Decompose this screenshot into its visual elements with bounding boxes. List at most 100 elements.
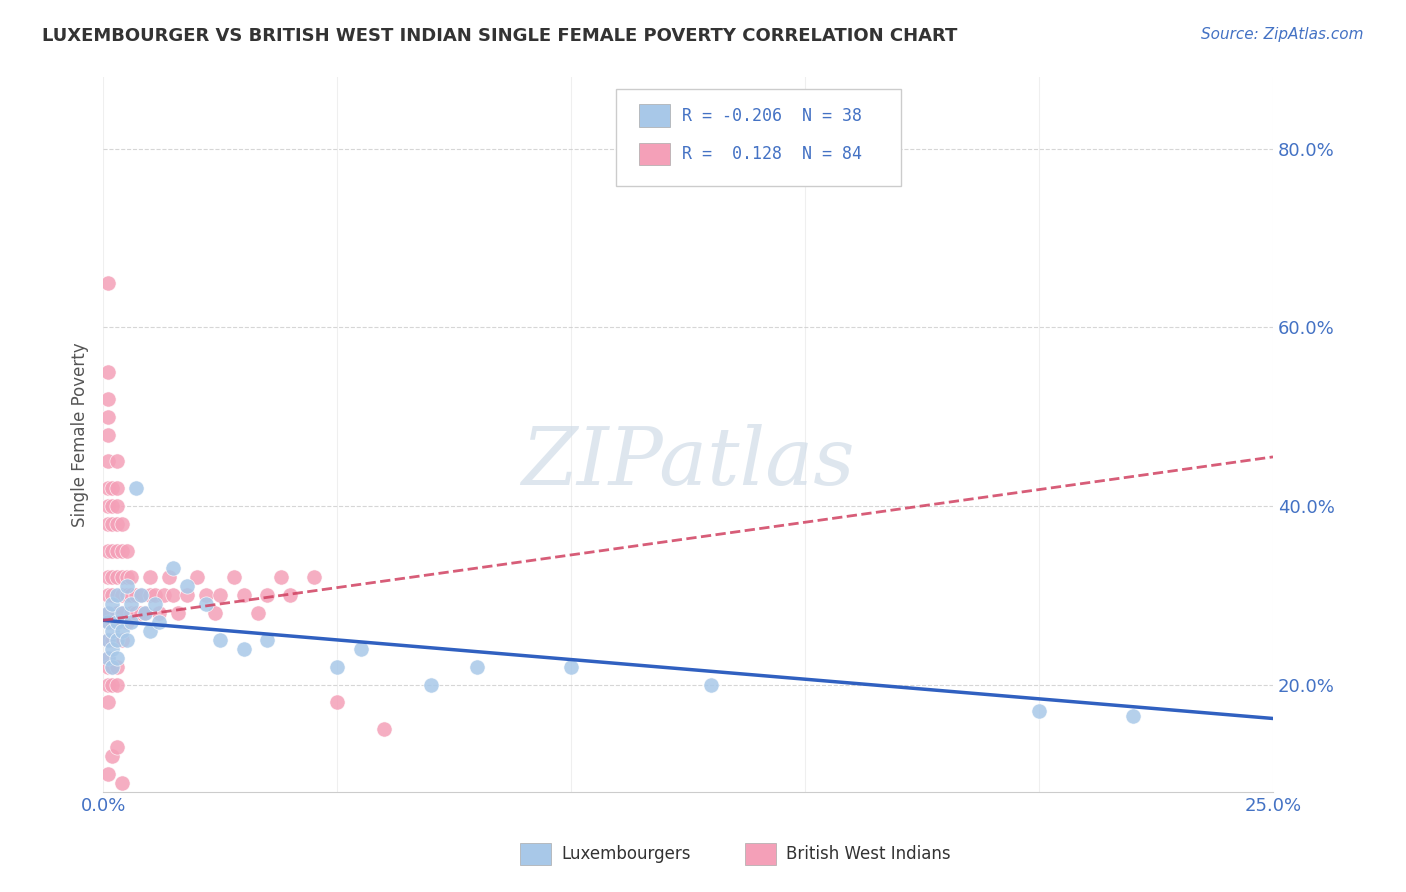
Point <box>97 695 120 709</box>
Text: R = -0.206  N = 38: R = -0.206 N = 38 <box>682 106 862 125</box>
Point <box>176 588 198 602</box>
Text: Source: ZipAtlas.com: Source: ZipAtlas.com <box>1201 27 1364 42</box>
Point <box>256 632 278 647</box>
Point <box>419 677 441 691</box>
Point <box>111 606 134 620</box>
Point <box>97 650 120 665</box>
Point <box>97 543 120 558</box>
Point <box>101 659 124 673</box>
Point <box>224 570 246 584</box>
Point <box>162 561 184 575</box>
Point <box>105 677 128 691</box>
Point <box>105 740 128 755</box>
Point <box>97 427 120 442</box>
Point <box>105 570 128 584</box>
Point <box>115 543 138 558</box>
Point <box>97 606 120 620</box>
Point <box>105 588 128 602</box>
Point <box>195 588 218 602</box>
Point <box>143 588 166 602</box>
Point <box>186 570 208 584</box>
Point <box>232 588 254 602</box>
Point <box>105 606 128 620</box>
Text: R =  0.128  N = 84: R = 0.128 N = 84 <box>682 145 862 163</box>
Point <box>101 543 124 558</box>
Point <box>157 570 180 584</box>
Point <box>195 597 218 611</box>
Point <box>97 570 120 584</box>
Point <box>115 632 138 647</box>
Point <box>373 722 395 736</box>
Point <box>246 606 269 620</box>
Point <box>326 695 349 709</box>
Point <box>97 588 120 602</box>
Point <box>1028 704 1050 718</box>
Point <box>111 588 134 602</box>
Point <box>97 606 120 620</box>
Point <box>134 606 156 620</box>
Point <box>129 588 152 602</box>
Point <box>120 615 142 629</box>
Point <box>97 454 120 468</box>
Point <box>129 606 152 620</box>
Point <box>139 588 162 602</box>
Text: LUXEMBOURGER VS BRITISH WEST INDIAN SINGLE FEMALE POVERTY CORRELATION CHART: LUXEMBOURGER VS BRITISH WEST INDIAN SING… <box>42 27 957 45</box>
Point <box>97 632 120 647</box>
Point <box>105 632 128 647</box>
Point <box>176 579 198 593</box>
Point <box>139 624 162 638</box>
Point <box>120 606 142 620</box>
Point <box>97 516 120 531</box>
Point <box>111 570 134 584</box>
Point <box>101 615 124 629</box>
Point <box>139 570 162 584</box>
Point <box>97 615 120 629</box>
Text: ZIPatlas: ZIPatlas <box>522 425 855 502</box>
Point <box>105 454 128 468</box>
Point <box>232 641 254 656</box>
Point <box>125 606 148 620</box>
Point <box>101 588 124 602</box>
Point <box>148 606 170 620</box>
Point <box>209 588 232 602</box>
Point <box>97 365 120 379</box>
Point <box>270 570 292 584</box>
Point <box>111 516 134 531</box>
Point <box>111 606 134 620</box>
Point <box>97 481 120 495</box>
Point <box>97 615 120 629</box>
Point <box>97 767 120 781</box>
Point <box>97 650 120 665</box>
Point <box>120 597 142 611</box>
Point <box>204 606 226 620</box>
Point <box>143 597 166 611</box>
Point <box>167 606 190 620</box>
Point <box>101 499 124 513</box>
Point <box>101 749 124 764</box>
Point <box>97 276 120 290</box>
Point <box>129 588 152 602</box>
Text: British West Indians: British West Indians <box>786 845 950 863</box>
Point <box>700 677 723 691</box>
Point <box>134 606 156 620</box>
Point <box>120 570 142 584</box>
Point <box>97 392 120 406</box>
Point <box>1122 708 1144 723</box>
Point <box>115 588 138 602</box>
Point <box>101 624 124 638</box>
Point <box>101 632 124 647</box>
Point <box>148 615 170 629</box>
Point <box>115 615 138 629</box>
Point <box>105 632 128 647</box>
Point <box>97 632 120 647</box>
Point <box>467 659 489 673</box>
Point <box>101 659 124 673</box>
Point <box>153 588 176 602</box>
Point <box>111 632 134 647</box>
Point <box>101 641 124 656</box>
Point <box>302 570 325 584</box>
Point <box>105 650 128 665</box>
Point <box>278 588 301 602</box>
Point <box>105 481 128 495</box>
Point <box>97 632 120 647</box>
